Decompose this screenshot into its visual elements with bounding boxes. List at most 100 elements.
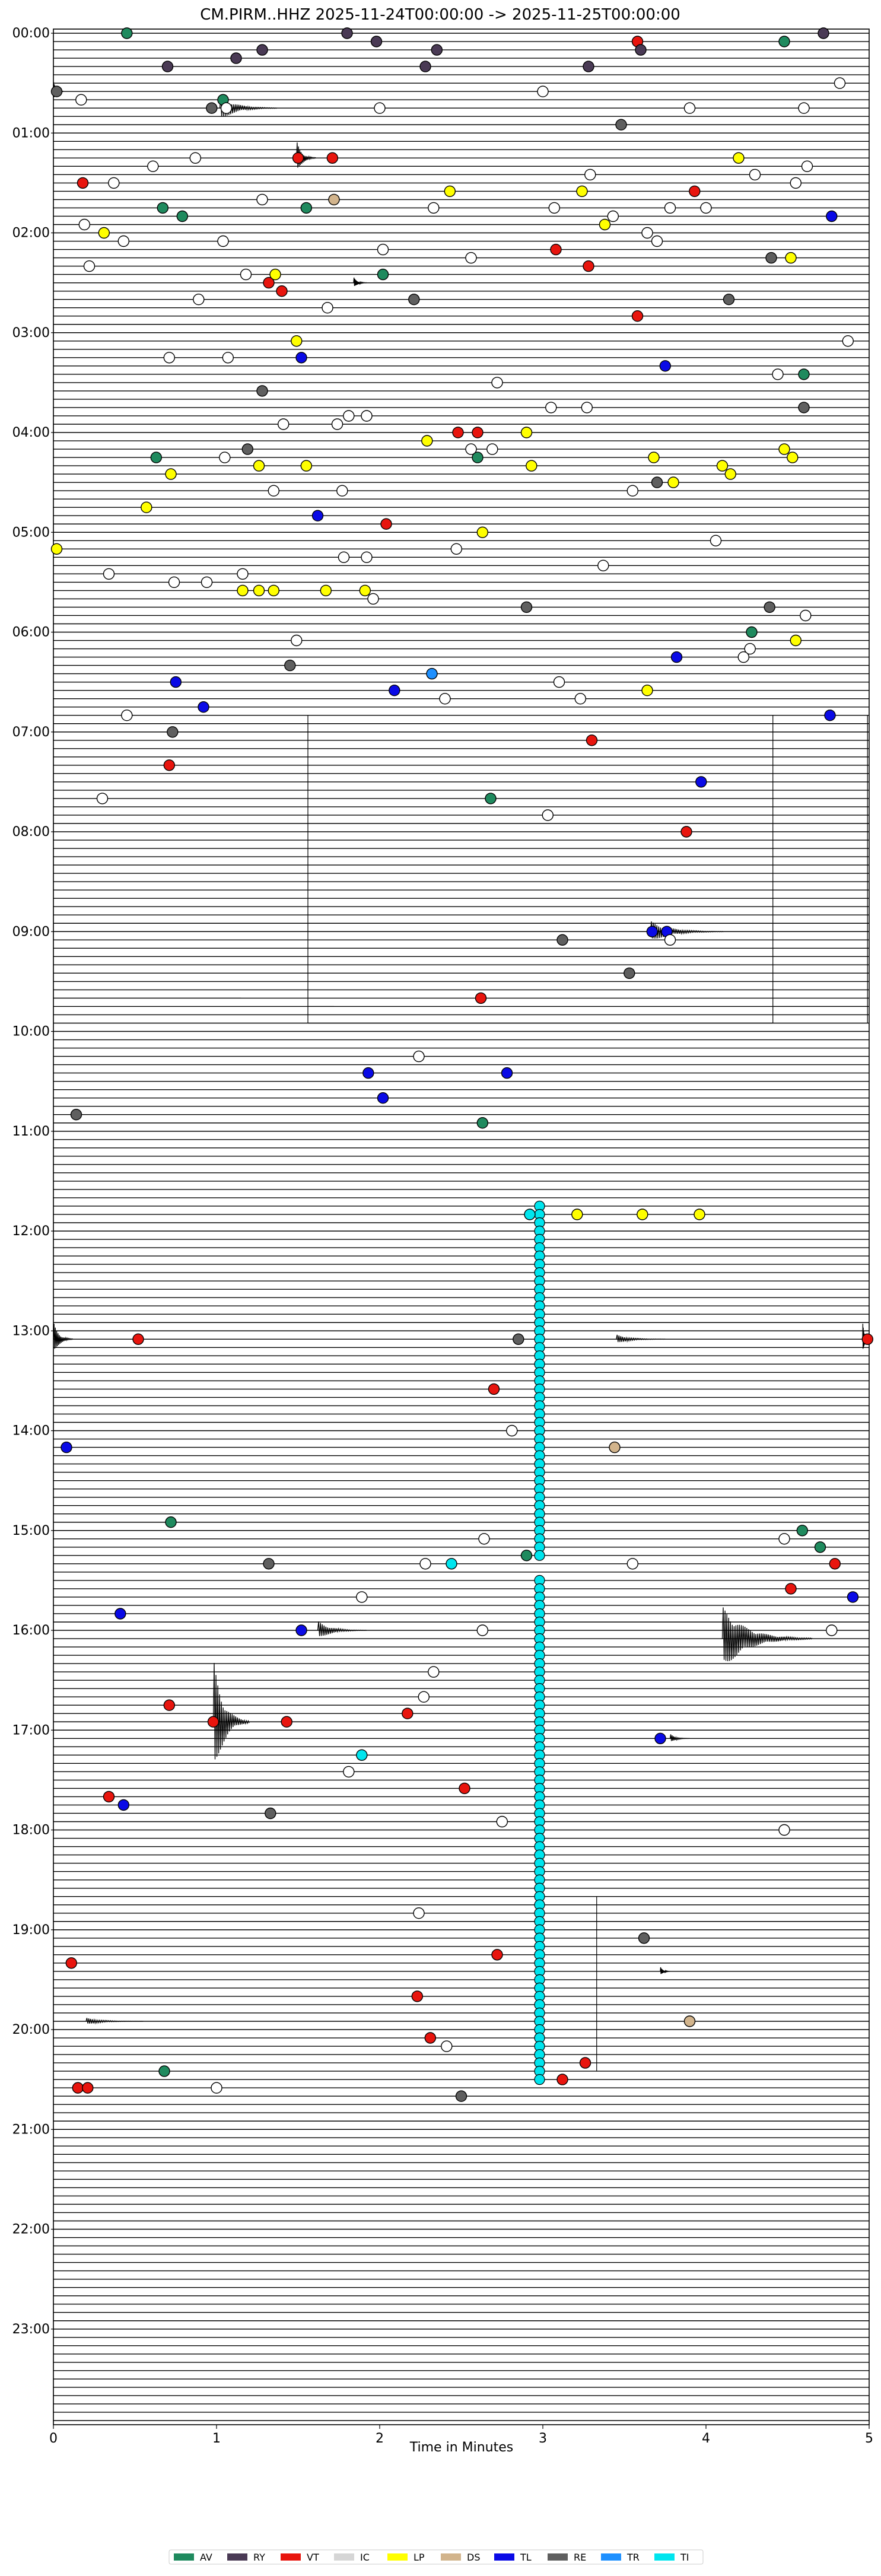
event-marker-re bbox=[206, 102, 218, 114]
event-marker-tl bbox=[295, 1624, 307, 1636]
event-marker-ic bbox=[428, 1666, 440, 1678]
hour-tick-label: 07:00 bbox=[12, 725, 50, 740]
burst-signal bbox=[721, 1607, 813, 1662]
hour-tick-label: 09:00 bbox=[12, 924, 50, 939]
event-marker-ic bbox=[108, 177, 120, 189]
event-marker-re bbox=[520, 601, 533, 613]
event-marker-ic bbox=[597, 559, 609, 571]
legend-swatch-ti bbox=[654, 2553, 675, 2561]
event-marker-ic bbox=[700, 202, 712, 214]
legend-label-tl: TL bbox=[520, 2552, 532, 2563]
legend-label-tr: TR bbox=[626, 2552, 640, 2563]
event-marker-ic bbox=[96, 793, 109, 804]
event-marker-re bbox=[167, 726, 179, 738]
event-marker-vt bbox=[861, 1333, 874, 1346]
hour-tick-label: 11:00 bbox=[12, 1124, 50, 1139]
event-marker-av bbox=[165, 1516, 177, 1528]
event-marker-lp bbox=[778, 443, 790, 455]
event-marker-ic bbox=[343, 1766, 355, 1778]
event-marker-ic bbox=[413, 1907, 425, 1919]
event-marker-ic bbox=[476, 1624, 488, 1636]
event-marker-re bbox=[556, 934, 568, 946]
event-marker-ic bbox=[664, 202, 676, 214]
event-marker-ry bbox=[256, 44, 268, 56]
event-marker-lp bbox=[716, 460, 729, 472]
event-marker-tl bbox=[826, 210, 838, 222]
event-marker-tl bbox=[389, 684, 400, 697]
event-marker-vt bbox=[65, 1957, 78, 1969]
event-marker-lp bbox=[576, 185, 588, 198]
event-marker-ic bbox=[548, 202, 560, 214]
event-marker-ic bbox=[121, 709, 133, 721]
event-marker-av bbox=[796, 1525, 809, 1537]
event-marker-vt bbox=[579, 2057, 591, 2069]
legend-label-ti: TI bbox=[680, 2552, 689, 2563]
event-marker-ic bbox=[651, 235, 663, 247]
event-marker-ic bbox=[201, 576, 213, 589]
event-marker-lp bbox=[520, 427, 533, 438]
event-marker-lp bbox=[637, 1209, 648, 1220]
event-marker-lp bbox=[421, 435, 433, 447]
event-marker-lp bbox=[724, 468, 737, 480]
event-marker-ic bbox=[778, 1533, 790, 1545]
event-marker-ic bbox=[826, 1624, 838, 1636]
event-marker-ry bbox=[818, 27, 829, 39]
event-marker-tl bbox=[295, 352, 307, 364]
plot-frame bbox=[53, 28, 870, 2425]
event-marker-vt bbox=[586, 734, 598, 746]
event-marker-vt bbox=[207, 1716, 220, 1728]
hour-tick-label: 00:00 bbox=[12, 26, 50, 41]
event-marker-lp bbox=[291, 335, 303, 347]
event-markers bbox=[50, 27, 874, 2102]
event-marker-lp bbox=[444, 185, 456, 198]
event-marker-lp bbox=[98, 227, 110, 239]
hour-tick-label: 03:00 bbox=[12, 326, 50, 341]
event-marker-ic bbox=[222, 352, 234, 364]
event-marker-vt bbox=[77, 177, 89, 189]
event-marker-lp bbox=[300, 460, 312, 472]
event-marker-tl bbox=[501, 1067, 513, 1079]
hour-tick-label: 02:00 bbox=[12, 226, 50, 241]
event-marker-lp bbox=[476, 526, 488, 538]
event-marker-lp bbox=[268, 584, 279, 597]
event-marker-lp bbox=[571, 1209, 583, 1220]
event-marker-av bbox=[485, 793, 497, 804]
hour-tick-label: 22:00 bbox=[12, 2222, 50, 2237]
event-marker-ic bbox=[219, 451, 231, 463]
event-marker-re bbox=[241, 443, 253, 455]
event-marker-ic bbox=[486, 443, 498, 455]
event-marker-ic bbox=[607, 210, 619, 222]
hour-tick-label: 14:00 bbox=[12, 1424, 50, 1439]
event-marker-ic bbox=[220, 102, 233, 114]
event-marker-vt bbox=[292, 152, 304, 164]
event-marker-vt bbox=[550, 243, 562, 256]
event-marker-ic bbox=[168, 576, 180, 589]
event-marker-ic bbox=[338, 551, 350, 563]
burst-signal bbox=[85, 2018, 144, 2025]
event-marker-re bbox=[723, 294, 735, 306]
event-marker-ic bbox=[553, 676, 565, 688]
event-marker-ic bbox=[491, 377, 503, 389]
event-marker-re bbox=[70, 1108, 82, 1121]
event-marker-vt bbox=[556, 2073, 568, 2085]
event-marker-ic bbox=[240, 268, 252, 281]
event-marker-lp bbox=[785, 252, 797, 264]
legend-swatch-re bbox=[548, 2553, 568, 2561]
event-marker-ic bbox=[78, 218, 91, 231]
event-marker-ic bbox=[664, 934, 676, 946]
legend-box bbox=[168, 2549, 704, 2565]
event-marker-lp bbox=[165, 468, 177, 480]
event-marker-vt bbox=[488, 1383, 500, 1395]
event-marker-vt bbox=[72, 2082, 84, 2094]
event-marker-av bbox=[377, 268, 389, 281]
event-marker-lp bbox=[787, 451, 799, 463]
hour-tick-labels: 00:00 01:00 02:00 03:00 04:00 05:00 06:00 07:00… bbox=[12, 26, 53, 2337]
event-marker-ic bbox=[537, 85, 549, 97]
event-marker-ic bbox=[237, 568, 249, 580]
x-tick-labels: 0 1 2 3 4 5 bbox=[49, 2425, 873, 2446]
legend-swatch-vt bbox=[281, 2553, 301, 2561]
event-marker-tl bbox=[362, 1067, 374, 1079]
hour-tick-label: 01:00 bbox=[12, 126, 50, 141]
legend-label-lp: LP bbox=[414, 2552, 425, 2563]
event-marker-vt bbox=[276, 285, 288, 297]
